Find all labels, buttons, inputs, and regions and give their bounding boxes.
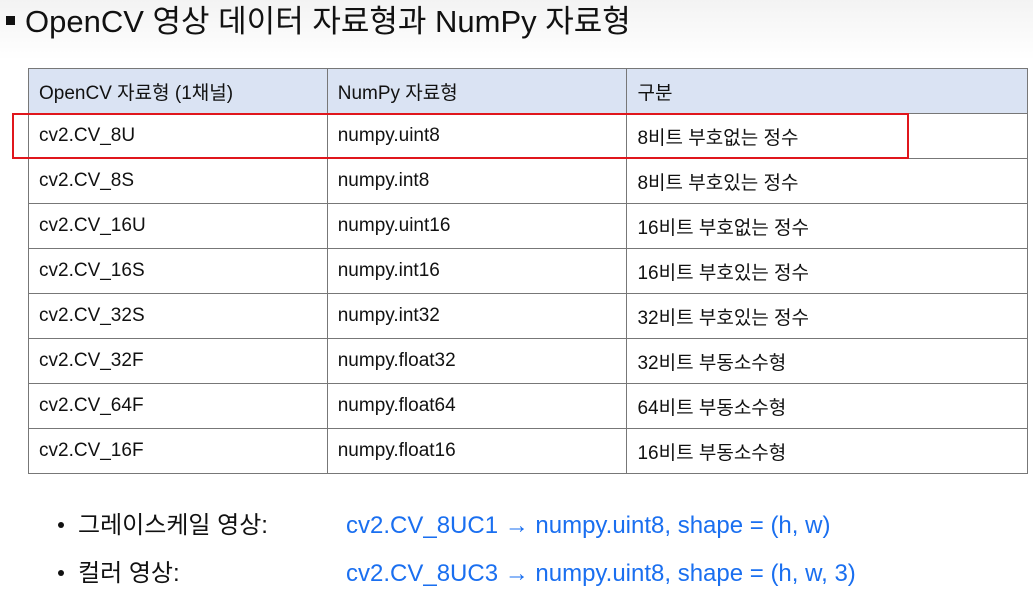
table-row: cv2.CV_8S numpy.int8 8비트 부호있는 정수 bbox=[28, 158, 1028, 204]
table-row: cv2.CV_16F numpy.float16 16비트 부동소수형 bbox=[28, 428, 1028, 474]
header-numpy: NumPy 자료형 bbox=[326, 68, 628, 114]
cell-category: 64비트 부동소수형 bbox=[626, 383, 1028, 429]
cell-numpy: numpy.int8 bbox=[326, 158, 628, 204]
cell-opencv: cv2.CV_16U bbox=[28, 203, 328, 249]
table-row: cv2.CV_16S numpy.int16 16비트 부호있는 정수 bbox=[28, 248, 1028, 294]
bullet-grayscale: 그레이스케일 영상: cv2.CV_8UC1 → numpy.uint8, sha… bbox=[58, 511, 830, 541]
table-header-row: OpenCV 자료형 (1채널) NumPy 자료형 구분 bbox=[28, 68, 1028, 114]
slide-title-text: OpenCV 영상 데이터 자료형과 NumPy 자료형 bbox=[25, 4, 631, 39]
cell-category: 32비트 부동소수형 bbox=[626, 338, 1028, 384]
cell-opencv: cv2.CV_32F bbox=[28, 338, 328, 384]
cell-numpy: numpy.int32 bbox=[326, 293, 628, 339]
bullet-dot-icon bbox=[58, 521, 64, 528]
table-row: cv2.CV_32S numpy.int32 32비트 부호있는 정수 bbox=[28, 293, 1028, 339]
cell-opencv: cv2.CV_16F bbox=[28, 428, 328, 474]
bullet-color: 컬러 영상: cv2.CV_8UC3 → numpy.uint8, shape =… bbox=[58, 559, 856, 589]
cell-numpy: numpy.int16 bbox=[326, 248, 628, 294]
cell-category: 16비트 부동소수형 bbox=[626, 428, 1028, 474]
bullet-label: 그레이스케일 영상: bbox=[78, 512, 268, 539]
table-row: cv2.CV_16U numpy.uint16 16비트 부호없는 정수 bbox=[28, 203, 1028, 249]
cell-category: 16비트 부호있는 정수 bbox=[626, 248, 1028, 294]
cell-numpy: numpy.uint16 bbox=[326, 203, 628, 249]
table-row: cv2.CV_8U numpy.uint8 8비트 부호없는 정수 bbox=[28, 113, 1028, 159]
title-band bbox=[0, 0, 1033, 60]
bullet-code: cv2.CV_8UC3 → numpy.uint8, shape = (h, w… bbox=[346, 560, 856, 587]
cell-category: 8비트 부호없는 정수 bbox=[626, 113, 1028, 159]
dtype-table: OpenCV 자료형 (1채널) NumPy 자료형 구분 cv2.CV_8U n… bbox=[28, 68, 1028, 474]
table-row: cv2.CV_64F numpy.float64 64비트 부동소수형 bbox=[28, 383, 1028, 429]
cell-numpy: numpy.uint8 bbox=[326, 113, 628, 159]
cell-opencv: cv2.CV_16S bbox=[28, 248, 328, 294]
cell-numpy: numpy.float32 bbox=[326, 338, 628, 384]
slide-title: OpenCV 영상 데이터 자료형과 NumPy 자료형 bbox=[6, 2, 631, 42]
cell-numpy: numpy.float64 bbox=[326, 383, 628, 429]
cell-opencv: cv2.CV_32S bbox=[28, 293, 328, 339]
header-opencv: OpenCV 자료형 (1채널) bbox=[28, 68, 328, 114]
header-category: 구분 bbox=[626, 68, 1028, 114]
bullet-dot-icon bbox=[58, 569, 64, 576]
bullet-code: cv2.CV_8UC1 → numpy.uint8, shape = (h, w… bbox=[346, 512, 831, 539]
bullet-label: 컬러 영상: bbox=[78, 560, 180, 587]
square-bullet-icon bbox=[6, 16, 15, 26]
cell-opencv: cv2.CV_64F bbox=[28, 383, 328, 429]
table-row: cv2.CV_32F numpy.float32 32비트 부동소수형 bbox=[28, 338, 1028, 384]
cell-numpy: numpy.float16 bbox=[326, 428, 628, 474]
cell-category: 16비트 부호없는 정수 bbox=[626, 203, 1028, 249]
cell-category: 32비트 부호있는 정수 bbox=[626, 293, 1028, 339]
cell-opencv: cv2.CV_8S bbox=[28, 158, 328, 204]
cell-category: 8비트 부호있는 정수 bbox=[626, 158, 1028, 204]
cell-opencv: cv2.CV_8U bbox=[28, 113, 328, 159]
